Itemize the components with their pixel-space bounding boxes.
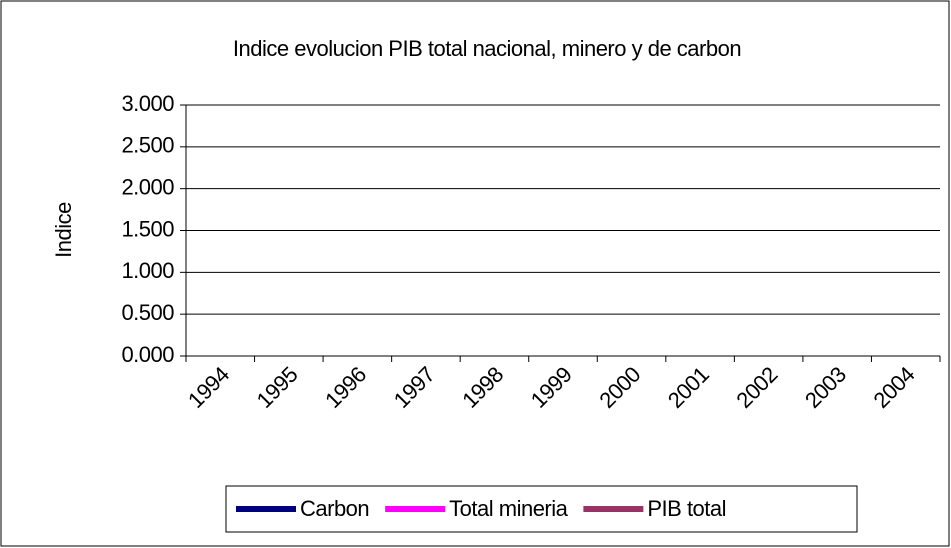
y-tick-label: 0.500 <box>121 300 174 325</box>
y-tick-label: 1.500 <box>121 216 174 241</box>
legend-label: Total mineria <box>449 496 568 521</box>
y-tick-label: 3.000 <box>121 91 174 116</box>
legend-box <box>225 485 858 533</box>
legend-label: Carbon <box>300 496 369 521</box>
y-tick-label: 0.000 <box>121 342 174 367</box>
y-tick-label: 1.000 <box>121 258 174 283</box>
y-tick-label: 2.000 <box>121 174 174 199</box>
legend-label: PIB total <box>647 496 726 521</box>
chart-title: Indice evolucion PIB total nacional, min… <box>233 36 741 61</box>
y-tick-label: 2.500 <box>121 133 174 158</box>
y-axis-label: Indice <box>51 202 76 258</box>
